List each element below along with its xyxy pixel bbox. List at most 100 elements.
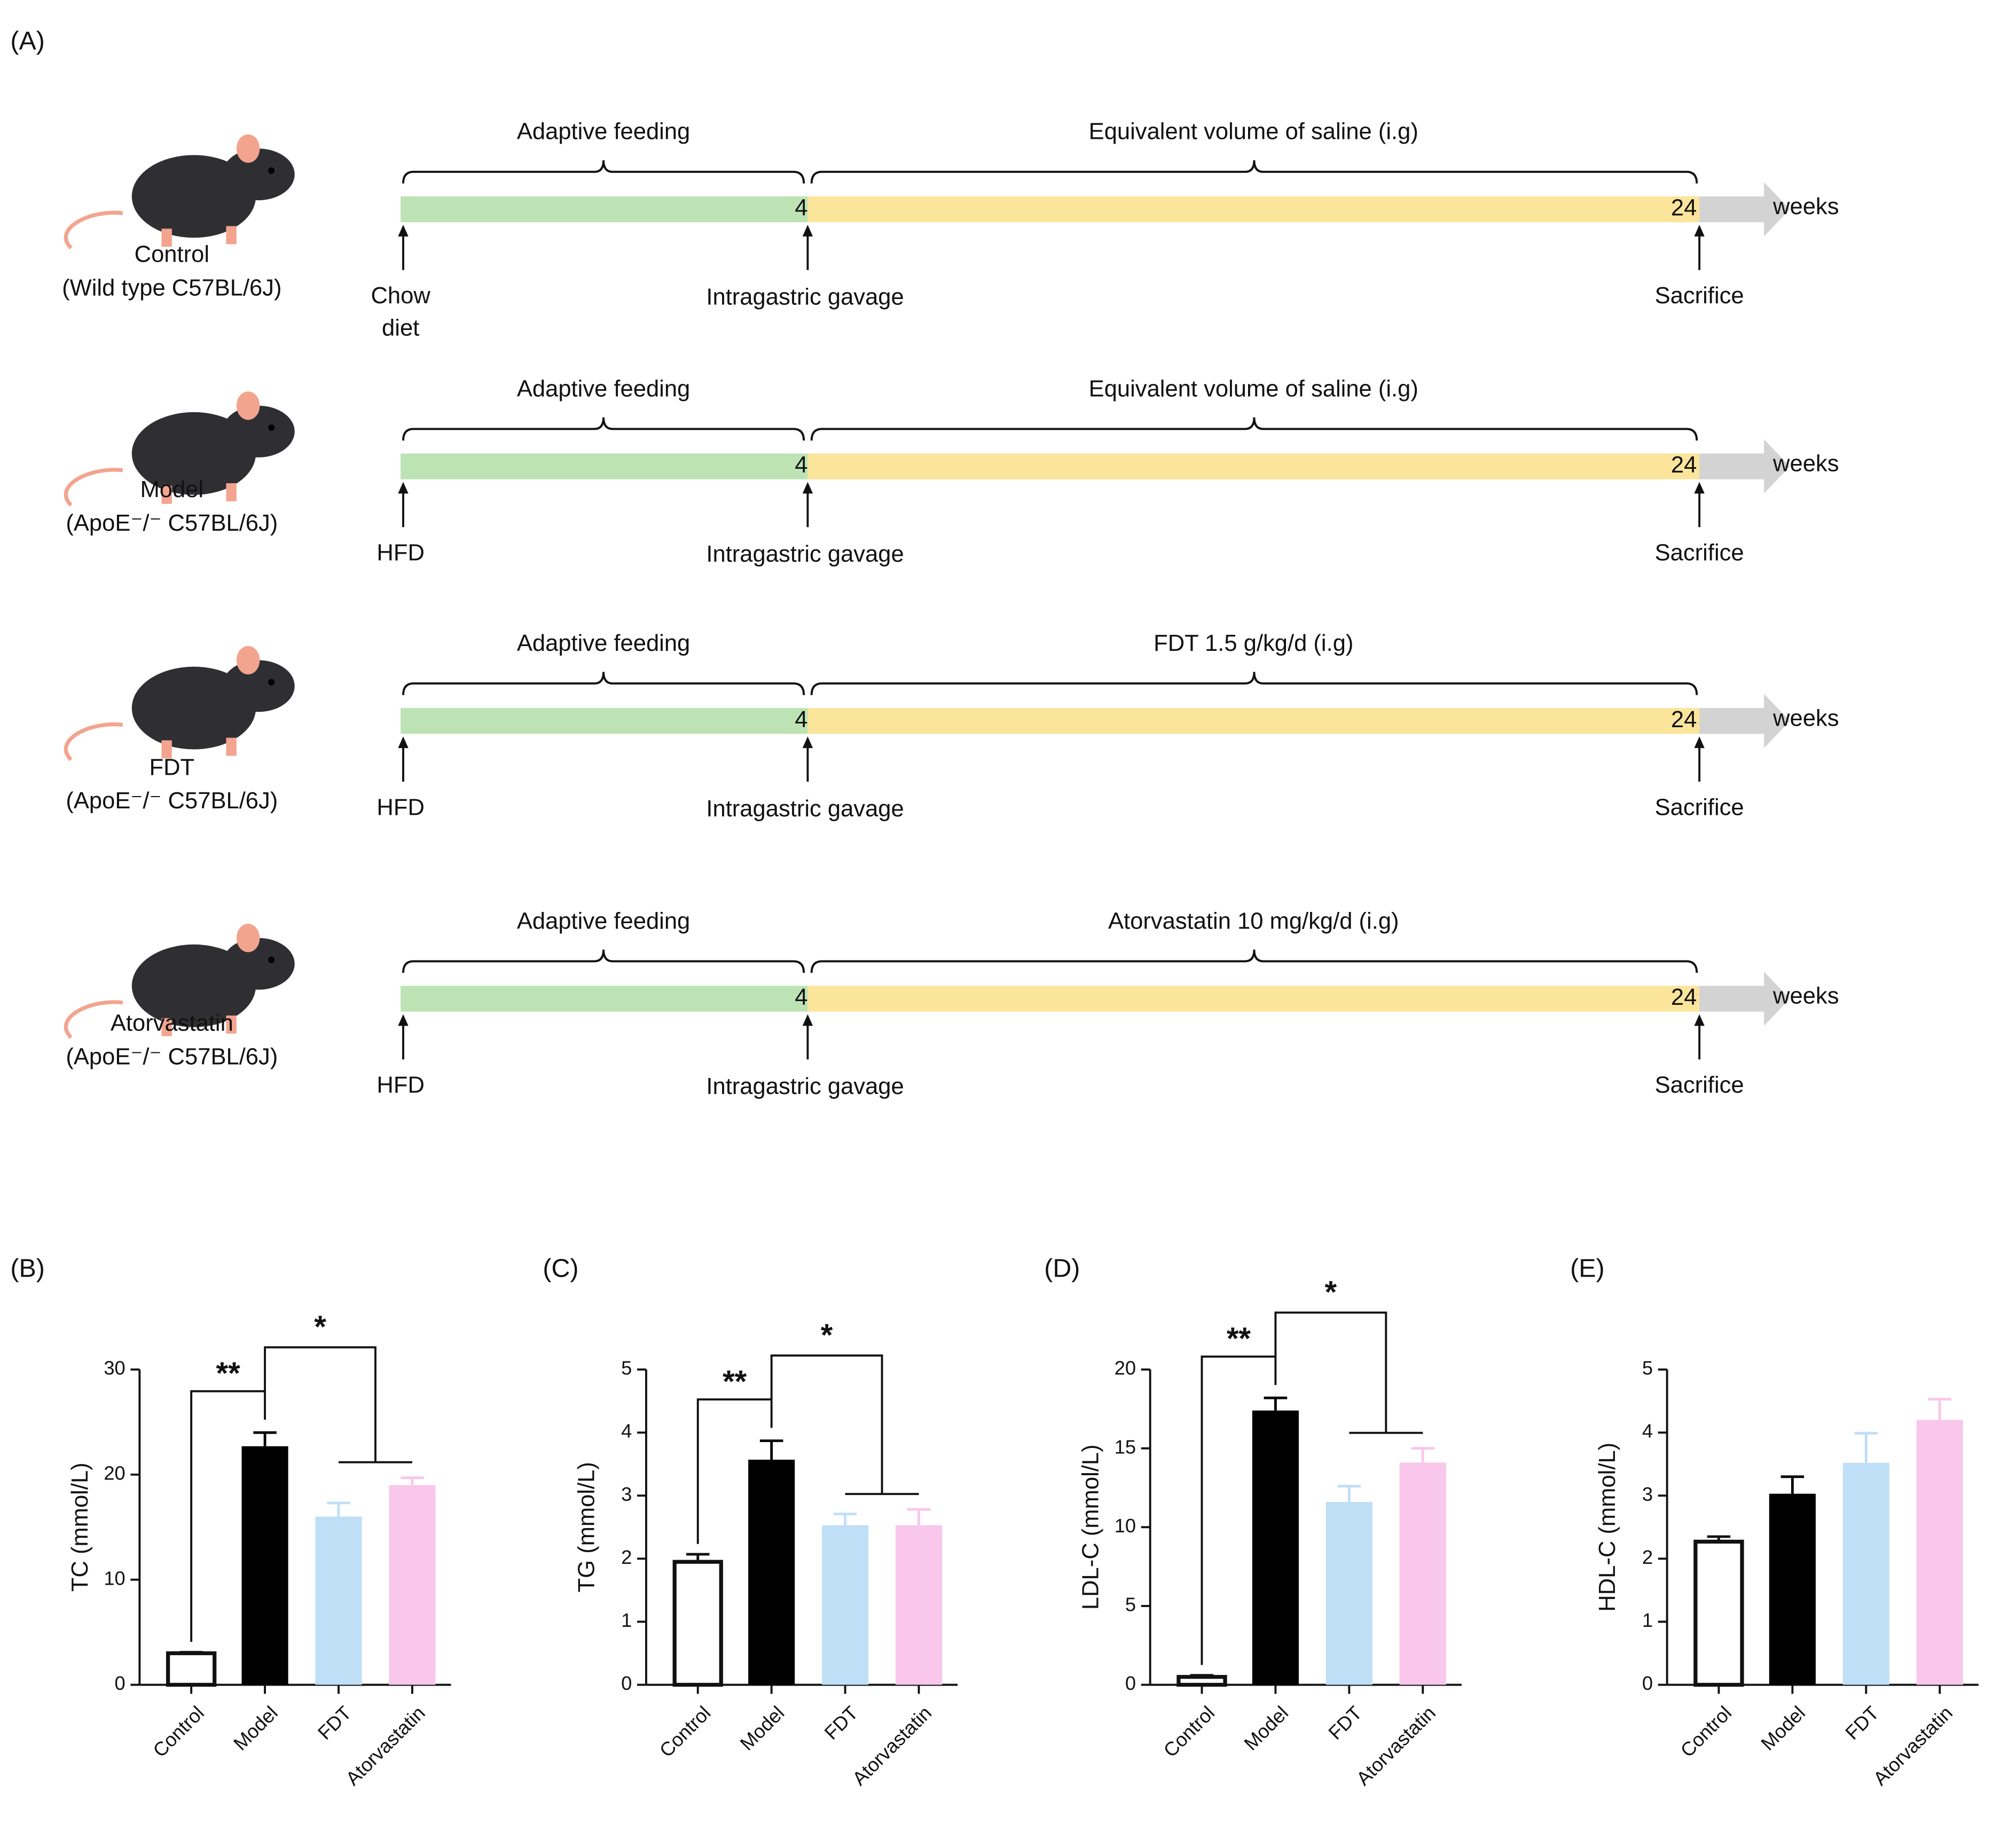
- group-strain: (ApoE⁻/⁻ C57BL/6J): [66, 510, 278, 536]
- bar: [1769, 1493, 1816, 1685]
- significance-label: **: [723, 1364, 747, 1399]
- start-label: HFD: [376, 540, 425, 566]
- y-tick-label: 0: [1642, 1672, 1653, 1694]
- y-tick-label: 0: [621, 1672, 632, 1694]
- bar: [895, 1525, 943, 1685]
- x-tick-label: FDT: [1324, 1702, 1366, 1744]
- bar: [1325, 1502, 1372, 1685]
- x-tick-label: Control: [1676, 1702, 1736, 1761]
- phase-adaptive: [401, 453, 808, 479]
- group-name: Atorvastatin: [111, 1010, 233, 1036]
- week-label: 4: [795, 195, 807, 221]
- y-tick-label: 4: [621, 1420, 632, 1442]
- arrow-head: [1694, 482, 1705, 494]
- x-tick-label: Atorvastatin: [848, 1702, 936, 1789]
- brace: [810, 949, 1698, 973]
- event-label: Sacrifice: [1655, 283, 1744, 309]
- brace: [810, 160, 1698, 184]
- y-tick-label: 0: [115, 1672, 125, 1694]
- x-tick-label: Control: [1159, 1702, 1219, 1761]
- x-tick-label: Model: [1240, 1702, 1292, 1754]
- bar: [748, 1459, 795, 1685]
- brace: [810, 672, 1698, 695]
- week-label: 24: [1671, 452, 1697, 478]
- brace: [402, 417, 805, 441]
- phase-label: Adaptive feeding: [517, 119, 690, 145]
- phase-label: Adaptive feeding: [517, 631, 690, 656]
- panel-label: (C): [543, 1254, 578, 1283]
- group-name: Control: [135, 242, 209, 267]
- significance-bracket: [770, 1354, 883, 1494]
- phase-label: Equivalent volume of saline (i.g): [1089, 119, 1418, 145]
- week-label: 24: [1671, 985, 1697, 1010]
- y-axis-label: TG (mmol/L): [574, 1462, 600, 1592]
- y-tick-label: 1: [621, 1609, 632, 1631]
- event-label: Intragastric gavage: [706, 284, 904, 310]
- phase-adaptive: [401, 708, 808, 734]
- week-label: 4: [795, 452, 807, 478]
- unit-label: weeks: [1772, 451, 1839, 477]
- y-tick-label: 1: [1642, 1609, 1653, 1631]
- y-axis-label: TC (mmol/L): [67, 1462, 93, 1592]
- bar: [672, 1560, 723, 1687]
- start-label: Chow: [371, 283, 430, 309]
- bar: [822, 1525, 869, 1685]
- arrow-head: [1694, 225, 1705, 237]
- significance-label: *: [1325, 1275, 1337, 1310]
- panel-label: (E): [1570, 1254, 1604, 1283]
- brace: [402, 672, 805, 695]
- timeline-arrow: [1699, 439, 1790, 494]
- event-label: Intragastric gavage: [706, 796, 904, 822]
- y-tick-label: 2: [1642, 1546, 1653, 1568]
- phase-treatment: [807, 986, 1700, 1012]
- y-tick-label: 10: [104, 1567, 125, 1589]
- arrow-head: [1694, 736, 1705, 749]
- significance-bracket: [190, 1390, 266, 1642]
- bar: [1176, 1675, 1227, 1687]
- phase-label: FDT 1.5 g/kg/d (i.g): [1154, 631, 1353, 656]
- significance-label: **: [216, 1356, 241, 1391]
- arrow-head: [398, 736, 409, 749]
- y-tick-label: 3: [1642, 1483, 1653, 1505]
- arrow-head: [802, 482, 813, 494]
- phase-label: Adaptive feeding: [517, 376, 690, 402]
- x-tick-label: Model: [1756, 1702, 1809, 1754]
- y-tick-label: 5: [621, 1357, 632, 1379]
- y-tick-label: 20: [1115, 1357, 1136, 1379]
- y-axis-label: HDL-C (mmol/L): [1595, 1443, 1620, 1612]
- unit-label: weeks: [1772, 705, 1839, 731]
- event-label: Sacrifice: [1655, 540, 1744, 566]
- phase-treatment: [807, 453, 1700, 479]
- arrow-head: [802, 736, 813, 749]
- arrow-head: [1694, 1014, 1705, 1026]
- event-label: Sacrifice: [1655, 794, 1744, 820]
- phase-treatment: [807, 708, 1700, 734]
- bar: [241, 1446, 288, 1685]
- significance-bracket: [264, 1346, 376, 1462]
- bar: [1842, 1462, 1889, 1685]
- y-tick-label: 0: [1125, 1672, 1136, 1694]
- timeline-arrow: [1699, 694, 1790, 749]
- week-label: 24: [1671, 195, 1697, 221]
- significance-label: *: [314, 1310, 326, 1344]
- week-label: 4: [795, 985, 807, 1010]
- phase-label: Equivalent volume of saline (i.g): [1089, 376, 1418, 402]
- y-tick-label: 20: [104, 1462, 125, 1484]
- start-label: HFD: [376, 1073, 425, 1098]
- brace: [402, 949, 805, 973]
- x-tick-label: FDT: [820, 1702, 862, 1744]
- timeline-arrow: [1699, 971, 1790, 1026]
- significance-bracket: [1274, 1311, 1387, 1433]
- phase-treatment: [807, 196, 1700, 223]
- brace: [402, 160, 805, 184]
- phase-label: Adaptive feeding: [517, 908, 690, 934]
- bar: [166, 1651, 217, 1687]
- start-label: diet: [382, 316, 419, 341]
- unit-label: weeks: [1772, 983, 1839, 1009]
- x-tick-label: Atorvastatin: [341, 1702, 429, 1789]
- week-label: 24: [1671, 707, 1697, 733]
- panel-label: (A): [10, 27, 44, 56]
- timeline-arrow: [1699, 182, 1790, 237]
- group-name: Model: [140, 477, 204, 502]
- phase-label: Atorvastatin 10 mg/kg/d (i.g): [1108, 908, 1399, 934]
